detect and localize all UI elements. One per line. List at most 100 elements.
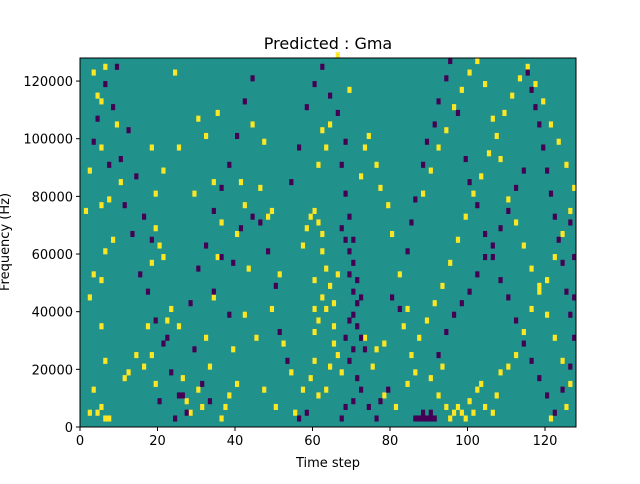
- heatmap-cell: [552, 254, 557, 261]
- heatmap-cell: [99, 98, 104, 105]
- heatmap-cell: [455, 109, 461, 116]
- heatmap-cell: [359, 294, 364, 301]
- heatmap-cell: [390, 294, 395, 301]
- heatmap-cell: [428, 415, 433, 422]
- heatmap-cell: [149, 352, 154, 359]
- heatmap-cell: [417, 415, 422, 422]
- heatmap-cell: [207, 363, 213, 370]
- x-tick-label: 20: [149, 434, 166, 449]
- x-tick-label: 0: [76, 434, 84, 449]
- heatmap-cell: [339, 161, 344, 168]
- heatmap-cell: [467, 69, 472, 76]
- heatmap-cell: [304, 409, 309, 416]
- heatmap-cell: [452, 409, 457, 416]
- heatmap-cell: [320, 127, 325, 134]
- heatmap-cell: [87, 409, 92, 416]
- heatmap-cell: [273, 282, 278, 289]
- heatmap-cell: [362, 334, 368, 341]
- heatmap-cell: [335, 352, 340, 359]
- heatmap-cell: [204, 132, 209, 140]
- heatmap-cell: [91, 138, 96, 145]
- heatmap-cell: [126, 369, 131, 376]
- heatmap-cell: [572, 294, 577, 301]
- heatmap-cell: [184, 398, 189, 405]
- heatmap-cell: [564, 288, 569, 295]
- plot-frame: [79, 57, 577, 428]
- heatmap-cell: [196, 386, 201, 393]
- heatmap-cell: [366, 132, 371, 140]
- heatmap-cell: [374, 346, 379, 353]
- heatmap-cell: [564, 161, 569, 168]
- heatmap-cell: [242, 202, 247, 209]
- heatmap-cell: [548, 415, 554, 422]
- heatmap-cell: [521, 328, 526, 336]
- heatmap-cell: [339, 369, 344, 376]
- heatmap-cell: [335, 109, 340, 116]
- heatmap-cell: [545, 311, 550, 318]
- heatmap-cell: [312, 328, 317, 336]
- heatmap-cell: [316, 219, 321, 226]
- heatmap-cell: [502, 109, 507, 116]
- heatmap-cell: [545, 392, 550, 399]
- heatmap-cell: [122, 375, 127, 382]
- heatmap-cell: [320, 63, 325, 70]
- heatmap-cell: [417, 334, 422, 341]
- heatmap-cell: [424, 415, 430, 422]
- heatmap-cell: [99, 277, 104, 284]
- heatmap-cell: [297, 415, 302, 422]
- heatmap-cell: [304, 104, 309, 111]
- heatmap-cell: [122, 202, 127, 209]
- heatmap-cell: [428, 167, 433, 174]
- heatmap-cell: [153, 380, 158, 387]
- heatmap-cell: [304, 225, 309, 232]
- heatmap-cell: [529, 265, 534, 272]
- heatmap-cell: [269, 207, 275, 214]
- heatmap-cell: [328, 363, 333, 370]
- heatmap-cell: [312, 81, 317, 88]
- heatmap-cell: [266, 213, 271, 220]
- heatmap-cell: [517, 75, 523, 82]
- heatmap-cell: [529, 86, 534, 93]
- heatmap-cell: [440, 363, 445, 370]
- heatmap-cell: [467, 288, 472, 295]
- heatmap-cell: [114, 121, 120, 128]
- heatmap-cell: [211, 288, 216, 295]
- heatmap-cell: [378, 184, 383, 191]
- heatmap-cell: [401, 323, 406, 330]
- heatmap-cell: [130, 230, 135, 238]
- heatmap-cell: [331, 340, 337, 347]
- heatmap-cell: [157, 242, 162, 249]
- heatmap-cell: [196, 265, 201, 272]
- heatmap-cell: [269, 305, 275, 312]
- heatmap-cell: [560, 386, 565, 393]
- heatmap-cell: [521, 340, 526, 347]
- heatmap-cell: [169, 305, 174, 312]
- heatmap-cell: [514, 184, 519, 191]
- heatmap-cell: [568, 219, 573, 226]
- heatmap-cell: [436, 144, 441, 151]
- heatmap-cell: [176, 144, 182, 151]
- heatmap-cell: [180, 375, 185, 382]
- heatmap-cell: [444, 403, 449, 411]
- heatmap-cell: [328, 282, 333, 289]
- heatmap-cell: [103, 248, 108, 255]
- heatmap-cell: [114, 63, 120, 70]
- heatmap-cell: [219, 415, 224, 422]
- heatmap-cell: [475, 58, 480, 65]
- heatmap-cell: [87, 167, 92, 174]
- y-tick-label: 40000: [32, 306, 73, 321]
- heatmap-cell: [440, 282, 445, 289]
- heatmap-cell: [111, 104, 116, 111]
- heatmap-cell: [347, 317, 352, 324]
- heatmap-cell: [432, 121, 437, 128]
- heatmap-cell: [459, 409, 464, 416]
- y-tick-label: 120000: [23, 75, 73, 90]
- heatmap-cell: [312, 207, 317, 214]
- heatmap-cell: [180, 392, 185, 399]
- heatmap-cell: [99, 323, 104, 330]
- heatmap-cell: [99, 202, 104, 209]
- heatmap-cell: [545, 277, 550, 284]
- heatmap-cell: [463, 156, 468, 163]
- heatmap-cell: [95, 92, 100, 99]
- x-tick-label: 40: [227, 434, 244, 449]
